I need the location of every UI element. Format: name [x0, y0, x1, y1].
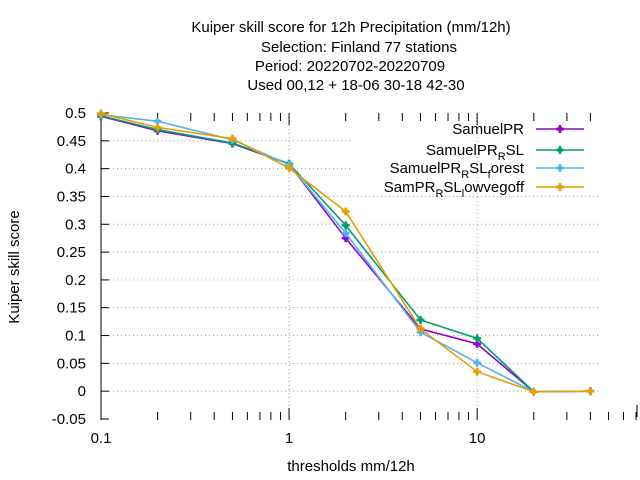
legend-subscript: f — [488, 169, 492, 181]
legend-tail: owvegoff — [464, 179, 525, 196]
y-tick-label: 0.15 — [57, 300, 86, 317]
x-tick-label: 0.1 — [91, 430, 112, 447]
legend-subscript: R — [435, 188, 443, 200]
legend-tail: orest — [491, 160, 525, 177]
data-point — [228, 134, 237, 143]
legend-subscript: R — [461, 169, 469, 181]
legend: SamuelPRSamuelPRRSLSamuelPRRSLforestSamP… — [384, 121, 584, 200]
marker-dot — [343, 208, 349, 215]
x-tick-label: 10 — [469, 430, 486, 447]
x-axis-label: thresholds mm/12h — [287, 458, 415, 475]
marker-dot — [286, 165, 292, 171]
marker-dot — [229, 135, 236, 142]
data-point — [473, 367, 482, 376]
y-tick-label: 0.45 — [57, 133, 86, 150]
marker-dot — [474, 360, 480, 366]
y-tick-label: 0.4 — [65, 161, 86, 178]
legend-entry-1: SamuelPR — [452, 121, 584, 138]
data-point — [586, 387, 595, 396]
data-point — [529, 387, 538, 396]
y-tick-label: 0.1 — [65, 328, 86, 345]
y-tick-label: 0.05 — [57, 355, 86, 372]
marker-dot — [98, 110, 104, 117]
data-point — [473, 334, 482, 343]
data-point — [416, 315, 425, 324]
marker-dot — [155, 124, 161, 131]
y-tick-label: 0 — [78, 383, 86, 400]
chart-title: Kuiper skill score for 12h Precipitation… — [191, 19, 510, 94]
legend-marker-dot — [557, 147, 563, 153]
marker-dot — [474, 341, 480, 347]
legend-subscript: l — [462, 188, 464, 200]
y-tick-label: 0.2 — [65, 272, 86, 289]
data-point — [341, 221, 350, 230]
y-tick-label: 0.3 — [65, 216, 86, 233]
data-point — [153, 123, 162, 132]
marker-dot — [417, 317, 424, 323]
data-point — [341, 207, 350, 216]
legend-label: SamuelPR — [452, 121, 524, 138]
legend-marker-dot — [557, 126, 563, 132]
y-tick-label: 0.35 — [57, 188, 86, 205]
legend-label: SamPRRSLlowvegoff — [384, 179, 525, 200]
legend-tail: SL — [506, 142, 524, 159]
title-line-4: Used 00,12 + 18-06 30-18 42-30 — [247, 77, 464, 94]
legend-marker-dot — [557, 165, 563, 171]
marker-dot — [343, 222, 349, 228]
marker-dot — [587, 388, 593, 394]
legend-entry-4: SamPRRSLlowvegoff — [384, 179, 584, 200]
legend-tail: SL — [469, 160, 487, 177]
title-line-1: Kuiper skill score for 12h Precipitation… — [191, 19, 510, 36]
legend-marker-dot — [557, 184, 563, 190]
title-line-3: Period: 20220702-20220709 — [255, 58, 445, 75]
legend-tail: SL — [443, 179, 461, 196]
grid-lines — [101, 113, 600, 419]
y-axis-label: Kuiper skill score — [6, 210, 23, 323]
marker-dot — [343, 235, 349, 241]
series-lines — [97, 109, 595, 396]
marker-dot — [417, 326, 424, 332]
marker-dot — [155, 118, 161, 124]
legend-entry-3: SamuelPRRSLforest — [390, 160, 584, 181]
data-point — [285, 164, 294, 173]
legend-label: SamuelPRRSLforest — [390, 160, 525, 181]
marker-dot — [531, 389, 537, 395]
marker-dot — [474, 369, 480, 375]
axis-ticks: 0.5 0.45 0.4 0.35 0.3 0.25 0.2 0.15 0.1 0.05 0 -0.0… — [52, 105, 638, 447]
data-point — [97, 109, 105, 118]
series-4 — [97, 109, 595, 396]
y-tick-label: 0.25 — [57, 244, 86, 261]
data-point — [416, 324, 425, 333]
x-tick-label: 1 — [285, 430, 293, 447]
title-line-2: Selection: Finland 77 stations — [261, 39, 457, 56]
y-tick-label: 0.5 — [65, 105, 86, 122]
data-point — [341, 229, 350, 238]
marker-dot — [343, 230, 349, 236]
y-tick-label: -0.05 — [52, 411, 86, 428]
marker-dot — [474, 335, 480, 341]
legend-subscript: R — [498, 151, 506, 163]
data-point — [473, 358, 482, 367]
